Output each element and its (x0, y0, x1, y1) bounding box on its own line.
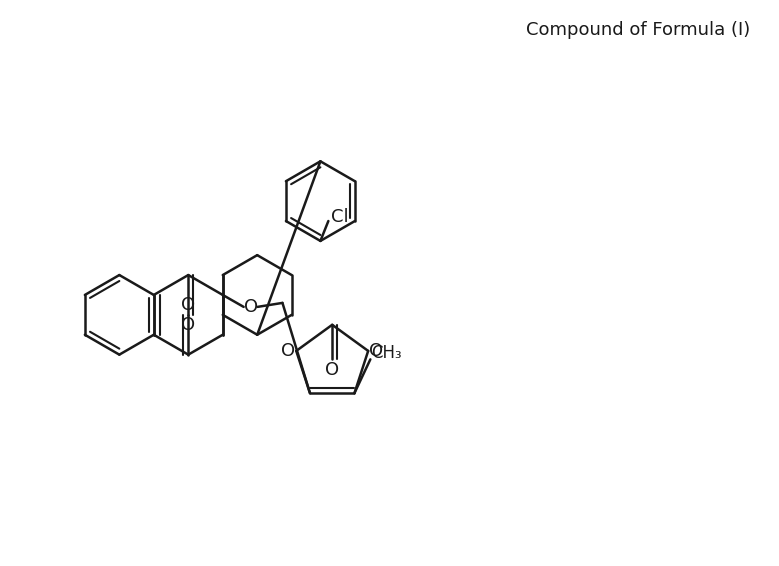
Text: O: O (182, 316, 196, 334)
Text: O: O (244, 298, 258, 316)
Text: CH₃: CH₃ (371, 344, 402, 362)
Text: O: O (281, 342, 295, 360)
Text: Cl: Cl (332, 208, 349, 226)
Text: O: O (325, 361, 340, 379)
Text: Compound of Formula (I): Compound of Formula (I) (526, 21, 750, 39)
Text: O: O (369, 342, 383, 360)
Text: O: O (182, 296, 196, 314)
